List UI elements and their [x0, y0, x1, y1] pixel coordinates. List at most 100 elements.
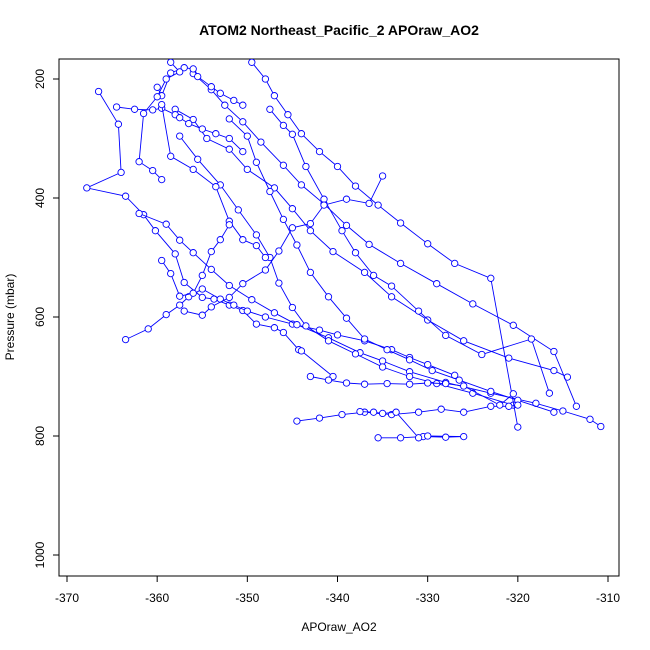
data-point: [112, 103, 121, 111]
data-point: [487, 387, 495, 396]
series-line-12: [359, 411, 464, 439]
data-point: [306, 268, 315, 277]
data-point: [396, 219, 405, 227]
data-point: [243, 132, 251, 140]
y-tick-label: 200: [33, 69, 47, 89]
data-point: [121, 335, 130, 344]
data-point: [514, 423, 522, 431]
data-point: [176, 114, 184, 122]
data-point: [487, 274, 495, 282]
data-point: [356, 407, 364, 416]
data-point: [442, 379, 450, 388]
y-tick-label: 600: [33, 307, 47, 327]
data-point: [153, 83, 161, 91]
data-point: [248, 296, 256, 304]
data-point: [114, 120, 123, 128]
data-point: [460, 337, 468, 345]
series-line-9: [269, 109, 550, 394]
data-point: [586, 415, 594, 423]
data-point: [451, 259, 459, 268]
data-point: [243, 165, 251, 174]
data-point: [442, 331, 450, 340]
data-point: [243, 307, 251, 315]
data-point: [266, 187, 274, 196]
data-point: [203, 134, 211, 143]
data-point: [252, 158, 261, 166]
data-point: [324, 293, 333, 301]
data-point: [414, 434, 423, 442]
data-point: [396, 259, 405, 268]
data-point: [225, 221, 233, 229]
data-point: [257, 138, 265, 146]
data-point: [275, 279, 283, 287]
data-point: [288, 303, 297, 312]
data-point: [342, 314, 351, 322]
data-point: [405, 372, 414, 381]
data-point: [239, 280, 247, 288]
data-point: [342, 195, 351, 203]
data-point: [405, 380, 414, 388]
data-point: [365, 240, 373, 249]
series-line-1: [85, 91, 334, 377]
data-point: [185, 119, 193, 128]
data-point: [225, 293, 233, 302]
series-line-2: [125, 288, 455, 376]
data-point: [284, 111, 292, 119]
x-tick-label: -320: [506, 591, 530, 605]
x-tick-label: -370: [55, 591, 79, 605]
series-line-16: [138, 61, 181, 180]
data-point: [144, 325, 152, 333]
data-point: [324, 337, 333, 345]
data-point: [198, 285, 206, 293]
data-point: [279, 328, 288, 337]
data-point: [442, 433, 450, 441]
data-point: [176, 132, 184, 140]
data-point: [261, 253, 270, 262]
data-point: [207, 83, 215, 91]
data-point: [180, 307, 188, 315]
data-point: [279, 121, 288, 130]
data-point: [207, 265, 215, 274]
data-point: [460, 432, 468, 441]
data-point: [387, 293, 396, 301]
data-point: [266, 105, 274, 113]
data-point: [225, 145, 233, 153]
data-point: [288, 205, 297, 213]
data-point: [288, 224, 297, 232]
x-tick-label: -340: [325, 591, 349, 605]
data-point: [378, 172, 387, 180]
x-tick-label: -310: [596, 591, 620, 605]
series-line-13: [310, 376, 514, 406]
data-point: [239, 118, 247, 126]
data-point: [194, 155, 202, 163]
data-point: [383, 379, 391, 388]
data-point: [302, 322, 310, 330]
data-point: [230, 301, 238, 309]
series-line-18: [161, 224, 230, 297]
data-point: [414, 307, 423, 315]
data-point: [261, 313, 270, 321]
data-point: [171, 250, 179, 258]
data-point: [252, 231, 261, 239]
data-point: [162, 220, 170, 228]
data-point: [94, 87, 103, 96]
data-point: [288, 130, 297, 138]
data-point: [329, 247, 337, 256]
data-point: [455, 376, 463, 384]
data-point: [338, 410, 346, 419]
data-point: [153, 93, 161, 101]
data-point: [149, 106, 157, 114]
data-point: [167, 269, 175, 278]
data-point: [158, 175, 166, 184]
data-point: [550, 347, 558, 356]
data-point: [333, 331, 342, 339]
data-point: [139, 109, 148, 118]
data-point: [83, 184, 91, 192]
data-point: [306, 227, 315, 235]
data-point: [374, 201, 382, 209]
data-point: [198, 293, 206, 302]
data-point: [216, 236, 224, 244]
x-tick-label: -350: [235, 591, 259, 605]
data-point: [428, 366, 436, 375]
